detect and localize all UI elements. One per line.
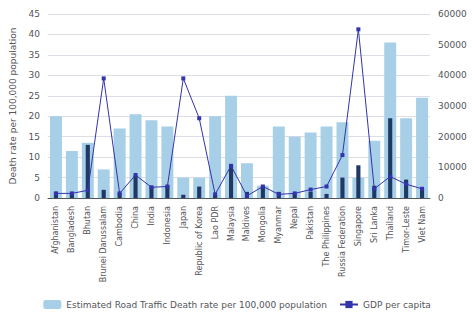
svg-text:Republic of Korea: Republic of Korea xyxy=(195,206,204,276)
svg-text:0: 0 xyxy=(438,193,444,203)
svg-text:20000: 20000 xyxy=(438,132,467,142)
svg-text:GDP per capita: GDP per capita xyxy=(363,300,431,310)
svg-text:50000: 50000 xyxy=(438,40,467,50)
svg-text:Pakistan: Pakistan xyxy=(306,206,315,240)
svg-text:0: 0 xyxy=(34,193,40,203)
svg-text:40: 40 xyxy=(29,29,41,39)
svg-text:10000: 10000 xyxy=(438,162,467,172)
svg-text:India: India xyxy=(147,206,156,226)
svg-text:China: China xyxy=(131,206,140,229)
svg-text:40000: 40000 xyxy=(438,70,467,80)
svg-text:Estimated Road Traffic Death r: Estimated Road Traffic Death rate per 10… xyxy=(66,300,327,310)
svg-text:Bangladesh: Bangladesh xyxy=(67,206,76,253)
svg-text:Lao PDR: Lao PDR xyxy=(211,206,220,240)
svg-text:35: 35 xyxy=(29,50,40,60)
svg-text:Afghanistan: Afghanistan xyxy=(51,206,60,254)
svg-text:60000: 60000 xyxy=(438,9,467,19)
svg-text:Sri Lanka: Sri Lanka xyxy=(370,206,379,243)
svg-text:20: 20 xyxy=(29,111,41,121)
svg-text:45: 45 xyxy=(29,9,40,19)
svg-text:Singapore: Singapore xyxy=(354,206,363,246)
svg-text:Cambodia: Cambodia xyxy=(115,206,124,247)
svg-text:Malaysia: Malaysia xyxy=(227,206,236,241)
svg-text:Death rate per 100,000 populat: Death rate per 100,000 population xyxy=(8,28,18,185)
svg-text:Japan: Japan xyxy=(179,206,188,229)
svg-text:25: 25 xyxy=(29,91,40,101)
svg-text:Brunei Darussalam: Brunei Darussalam xyxy=(99,206,108,282)
svg-text:Timor-Leste: Timor-Leste xyxy=(402,206,411,254)
svg-text:Thailand: Thailand xyxy=(386,206,395,241)
svg-text:30000: 30000 xyxy=(438,101,467,111)
svg-text:Russia Federation: Russia Federation xyxy=(338,206,347,277)
svg-text:Mongolia: Mongolia xyxy=(258,206,267,242)
svg-text:Viet Nam: Viet Nam xyxy=(418,206,427,243)
svg-text:Nepal: Nepal xyxy=(290,206,299,229)
svg-text:Bhutan: Bhutan xyxy=(83,206,92,235)
svg-text:The Philippines: The Philippines xyxy=(322,206,331,268)
svg-text:30: 30 xyxy=(29,70,41,80)
svg-text:Maldives: Maldives xyxy=(242,206,251,241)
svg-text:Myanmar: Myanmar xyxy=(274,205,283,243)
svg-text:5: 5 xyxy=(34,173,40,183)
svg-text:10: 10 xyxy=(29,152,41,162)
svg-text:15: 15 xyxy=(29,132,40,142)
svg-text:Indonesia: Indonesia xyxy=(163,206,172,245)
